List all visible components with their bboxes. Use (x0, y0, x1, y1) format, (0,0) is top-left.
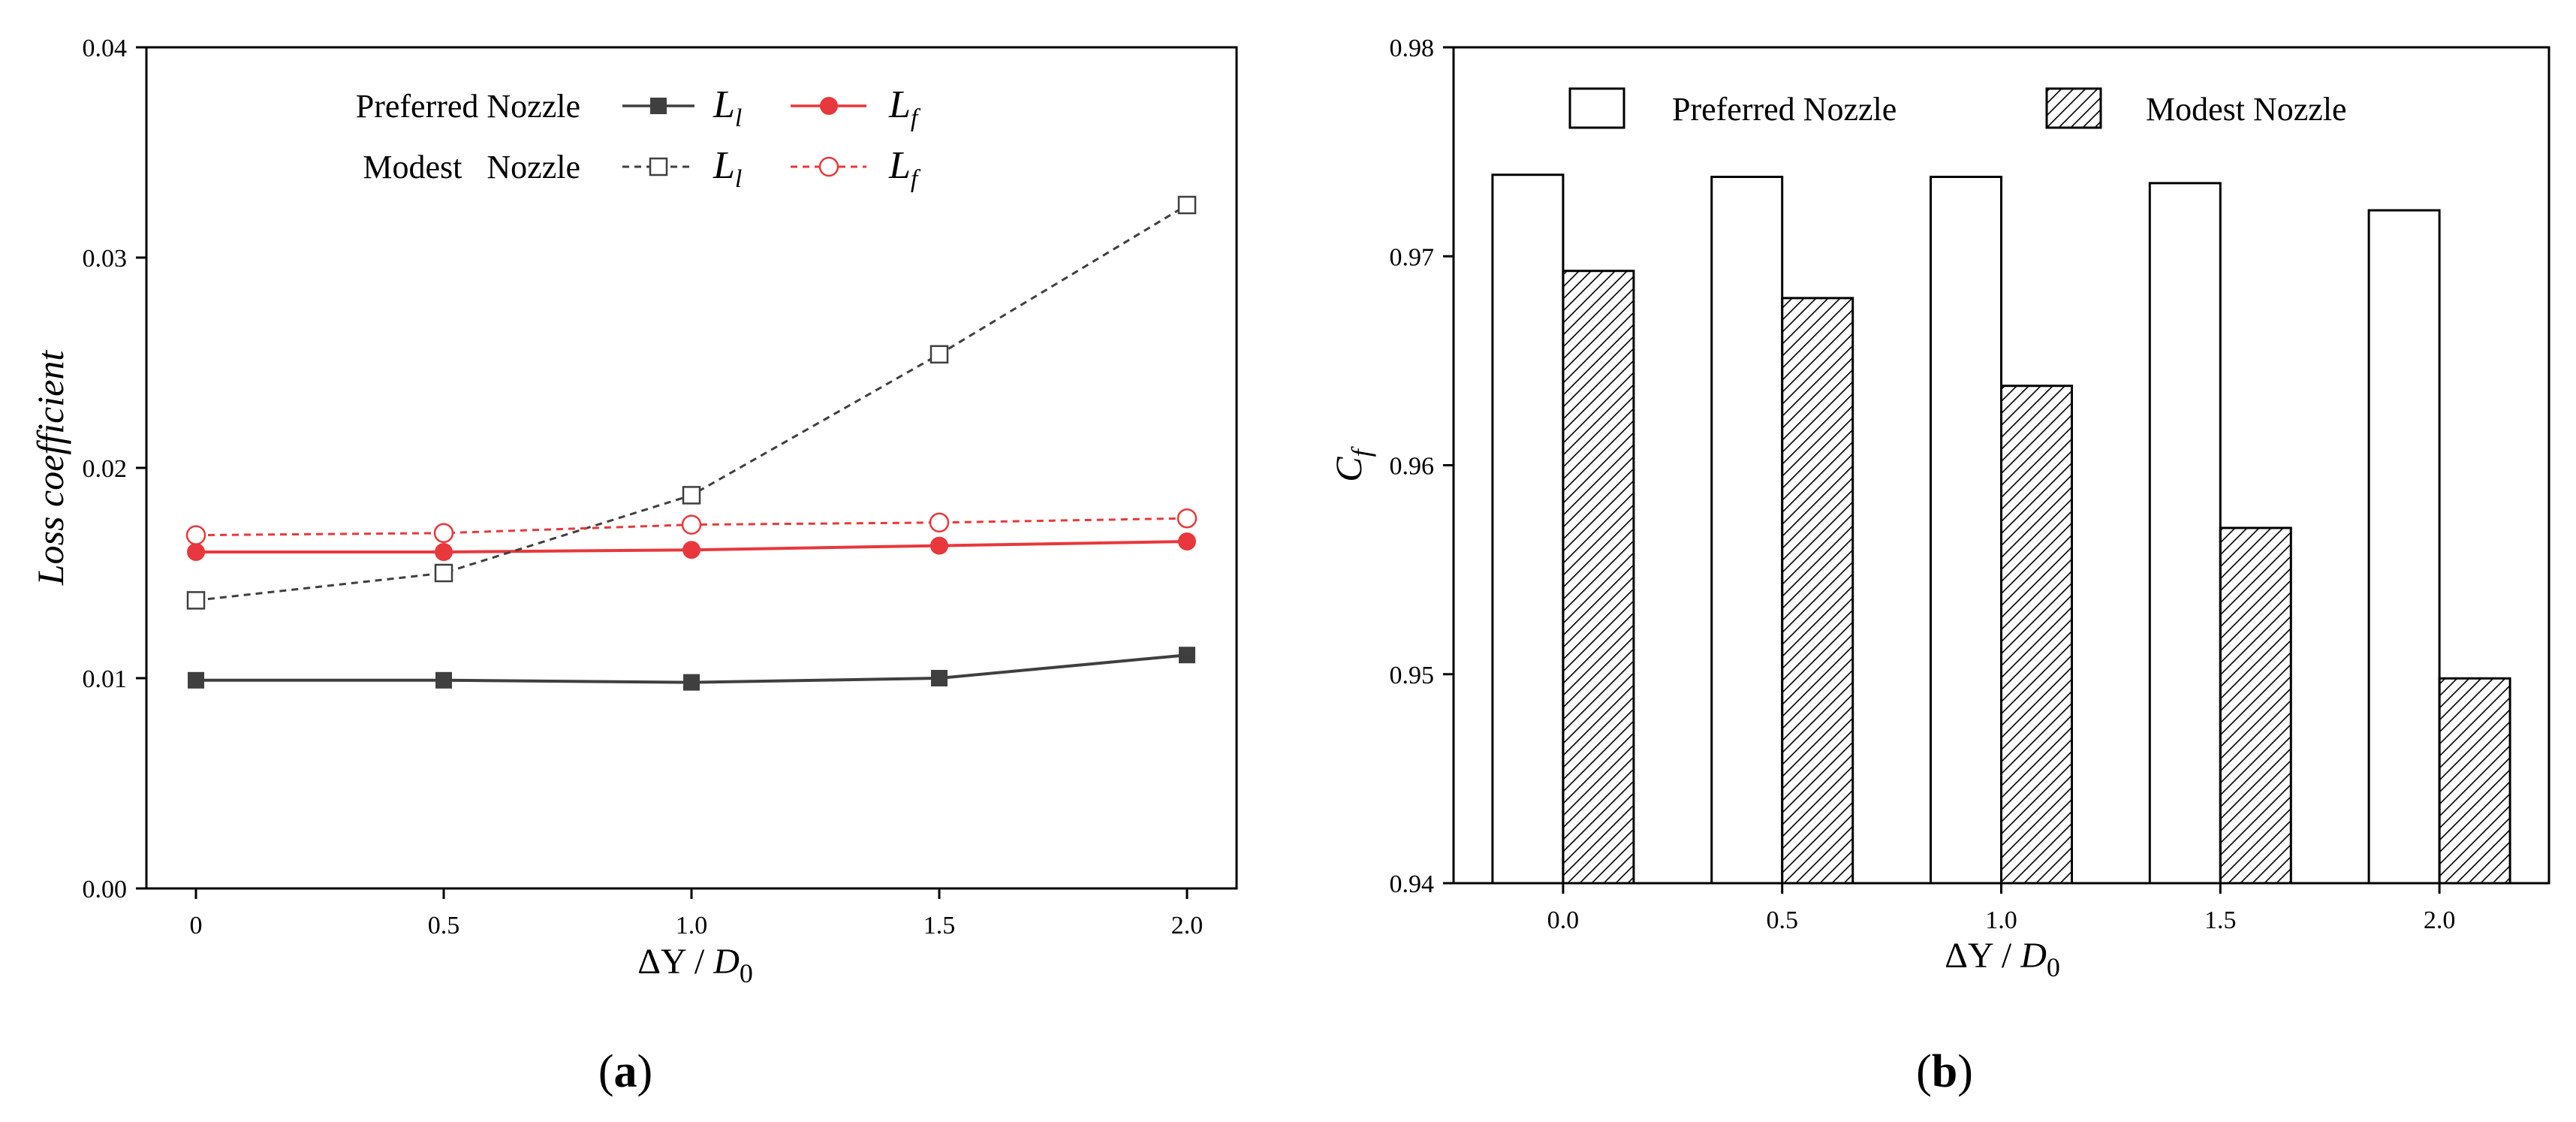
legend-symbol-lf: Lf (888, 83, 921, 132)
legend-row-modest: Modest Nozzle Ll Lf (363, 144, 921, 193)
bar-modest (2219, 526, 2292, 885)
x-axis-label: ΔY / D0 (637, 942, 753, 988)
loss-coefficient-chart: 0 0.5 1.0 1.5 2.0 0.00 0.01 0.02 0.03 0.04 Prefer… (29, 35, 1238, 1097)
data-point (1179, 647, 1195, 664)
panel-label-a: (a) (598, 1046, 652, 1097)
legend: Preferred Nozzle Ll Lf Modest Nozzle Ll … (356, 83, 921, 193)
data-series (185, 195, 1198, 691)
bars (1491, 173, 2511, 885)
data-point (185, 525, 206, 545)
x-tick-label: 1.0 (1985, 906, 2017, 934)
data-point (435, 543, 453, 561)
legend-symbol-ll: Ll (713, 83, 742, 132)
data-point (433, 523, 454, 544)
panel-label-b: (b) (1916, 1046, 1973, 1097)
legend-marker-ll (649, 157, 668, 176)
x-tick-label: 2.0 (2424, 906, 2456, 934)
y-tick-label: 0.97 (1390, 243, 1435, 271)
data-point (929, 512, 950, 533)
bar-preferred (1930, 176, 2002, 885)
y-tick-label: 0.01 (83, 665, 128, 693)
bar-modest (2438, 677, 2511, 885)
legend-swatch-preferred (1568, 87, 1625, 129)
x-tick-label: 2.0 (1171, 912, 1204, 940)
legend-marker-lf (820, 97, 838, 115)
y-tick-label: 0.04 (83, 35, 128, 62)
axis-ticks: 0.94 0.95 0.96 0.97 0.98 0.0 0.5 1.0 1.5 2.0 (1390, 35, 2456, 934)
legend-label-preferred: Preferred Nozzle (1672, 91, 1897, 128)
bar-preferred (1491, 173, 1565, 885)
data-point (188, 671, 204, 689)
x-tick-label: 1.5 (2204, 906, 2237, 934)
cf-bar-chart: 0.94 0.95 0.96 0.97 0.98 0.0 0.5 1.0 1.5 2.0 Pref… (1327, 35, 2550, 1097)
data-point (683, 674, 700, 691)
data-point (930, 536, 948, 555)
y-tick-label: 0.95 (1390, 662, 1435, 689)
y-tick-label: 0.94 (1390, 870, 1435, 898)
data-point (682, 541, 700, 559)
data-point (681, 514, 702, 535)
data-point (1178, 532, 1196, 550)
legend-symbol-lf: Lf (888, 144, 921, 193)
bar-preferred (2148, 182, 2222, 885)
data-point (186, 591, 206, 610)
data-point (931, 670, 948, 686)
x-tick-label: 0.0 (1547, 906, 1580, 934)
y-axis-label: Cf (1327, 445, 1376, 481)
bar-preferred (1710, 176, 1784, 885)
x-axis-label: ΔY / D0 (1945, 936, 2060, 982)
axis-ticks: 0 0.5 1.0 1.5 2.0 0.00 0.01 0.02 0.03 0.04 (83, 35, 1204, 940)
legend-row-preferred: Preferred Nozzle Ll Lf (356, 83, 921, 132)
legend: Preferred Nozzle Modest Nozzle (1568, 87, 2347, 129)
x-tick-label: 1.5 (923, 912, 956, 940)
data-point (682, 486, 701, 505)
data-point (187, 543, 205, 561)
y-axis-label: Loss coefficient (29, 350, 71, 587)
plot-frame (145, 46, 1238, 890)
data-point (435, 671, 452, 689)
legend-marker-lf (818, 156, 839, 177)
bar-modest (2000, 385, 2073, 885)
x-tick-label: 0 (190, 912, 203, 940)
data-point (1177, 195, 1197, 215)
x-tick-label: 0.5 (428, 912, 460, 940)
bar-modest (1562, 270, 1635, 885)
x-tick-label: 0.5 (1766, 906, 1798, 934)
x-tick-label: 1.0 (676, 912, 708, 940)
legend-swatch-modest (2045, 87, 2102, 129)
legend-label-modest: Modest Nozzle (2146, 91, 2347, 128)
legend-symbol-ll: Ll (713, 144, 742, 193)
y-tick-label: 0.00 (83, 876, 128, 903)
y-tick-label: 0.02 (83, 455, 128, 483)
bar-modest (1781, 297, 1854, 885)
bar-preferred (2367, 209, 2441, 885)
y-tick-label: 0.98 (1390, 35, 1435, 62)
legend-label: Preferred Nozzle (356, 88, 580, 125)
legend-marker-ll (650, 98, 667, 114)
data-point (434, 563, 453, 583)
legend-label: Modest Nozzle (363, 149, 580, 185)
data-point (1177, 508, 1198, 529)
data-point (929, 345, 949, 364)
y-tick-label: 0.03 (83, 245, 128, 273)
y-tick-label: 0.96 (1390, 453, 1435, 481)
